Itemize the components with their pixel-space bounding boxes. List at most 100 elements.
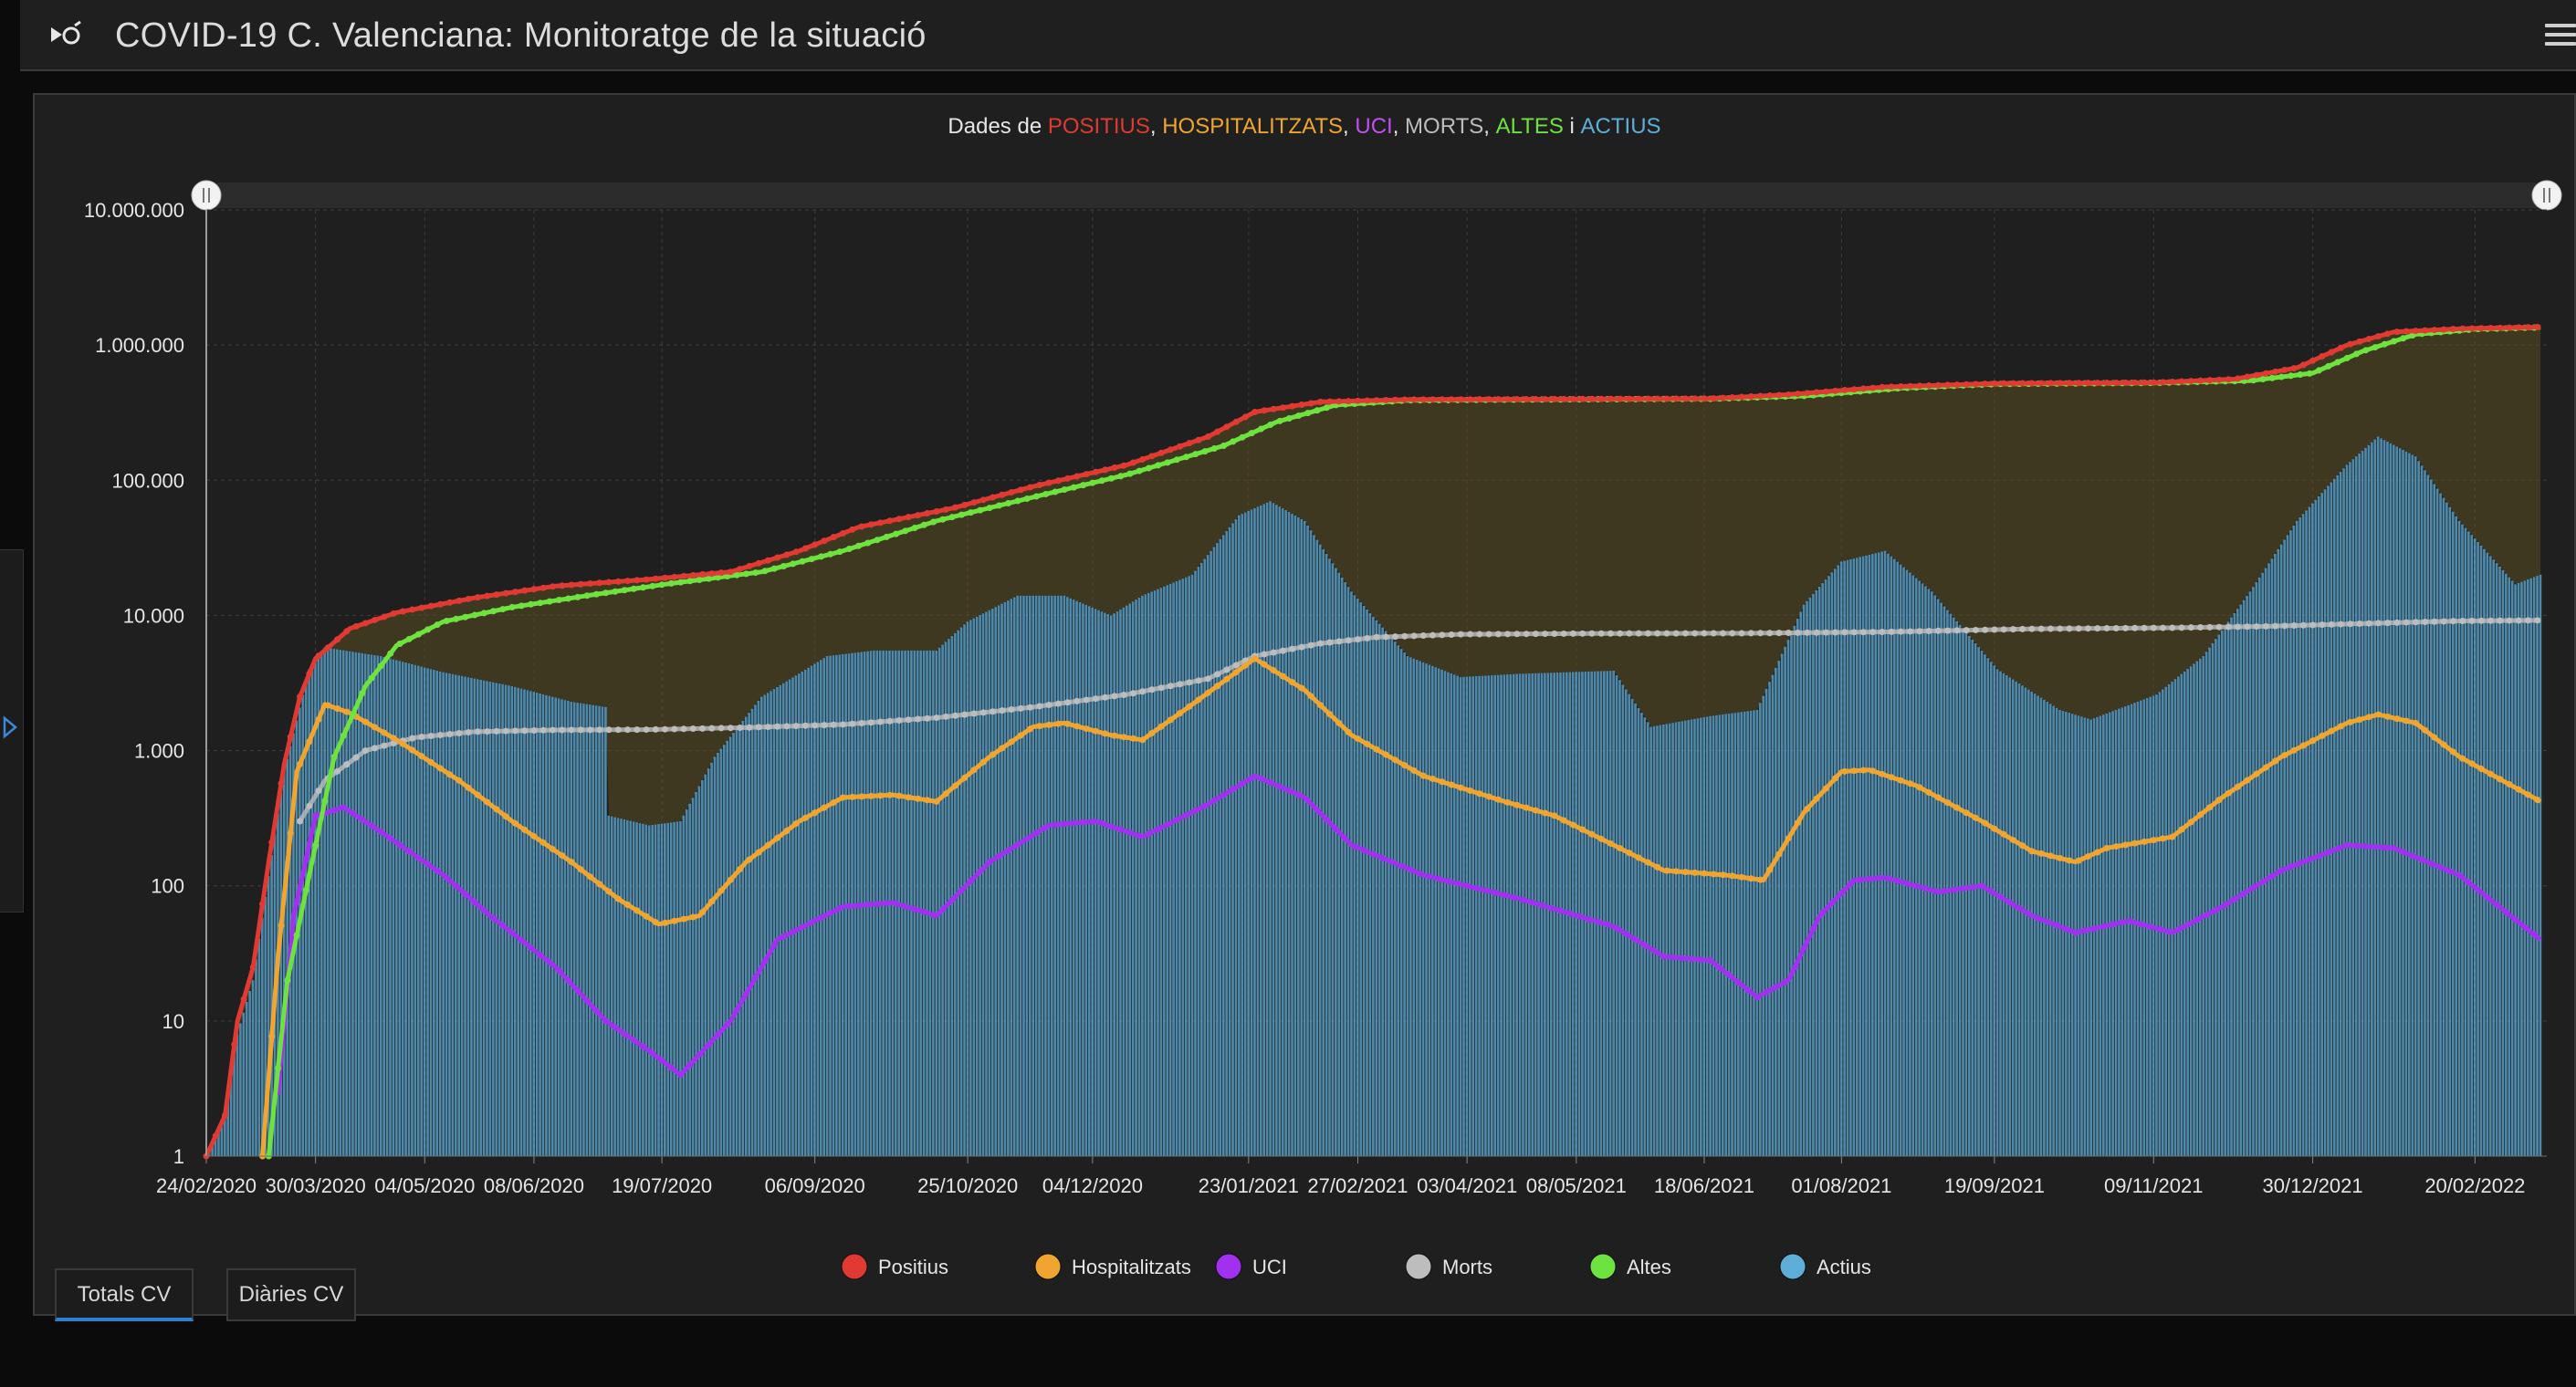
actius-bar <box>2342 468 2345 1156</box>
legend-item-uci[interactable]: UCI <box>1215 1253 1287 1280</box>
actius-bar <box>601 706 604 1156</box>
morts-point <box>1766 630 1774 637</box>
uci-point <box>1089 818 1096 825</box>
positius-point <box>1401 396 1408 403</box>
actius-bar <box>1231 523 1234 1156</box>
actius-bar <box>1634 703 1637 1156</box>
actius-bar <box>1368 612 1372 1156</box>
uci-point <box>2165 928 2173 935</box>
actius-bar <box>801 672 804 1156</box>
altes-point <box>1304 410 1312 417</box>
x-tick-label: 08/06/2020 <box>484 1174 584 1197</box>
uci-point <box>1107 823 1115 830</box>
actius-bar <box>2517 582 2520 1156</box>
uci-point <box>368 822 375 829</box>
morts-point <box>1850 629 1858 636</box>
actius-bar <box>567 701 570 1156</box>
hamburger-menu-icon[interactable] <box>2539 18 2576 55</box>
actius-bar <box>535 693 539 1156</box>
morts-point <box>1991 626 1998 633</box>
actius-bar <box>392 659 395 1156</box>
positius-point <box>1795 391 1802 398</box>
actius-bar <box>604 706 607 1156</box>
legend-item-actius[interactable]: Actius <box>1779 1253 1871 1280</box>
uci-point <box>1866 875 1873 882</box>
actius-bar <box>1225 531 1229 1156</box>
actius-bar <box>1228 527 1231 1156</box>
morts-point <box>671 725 678 733</box>
actius-bar <box>910 650 913 1156</box>
actius-bar <box>1540 673 1544 1156</box>
hospitalitzats-point <box>2459 755 2466 762</box>
legend-label: UCI <box>1252 1256 1287 1278</box>
x-tick-label: 30/12/2021 <box>2263 1174 2363 1197</box>
positius-point <box>2141 379 2148 386</box>
actius-bar <box>1727 714 1731 1156</box>
uci-point <box>1810 925 1817 933</box>
positius-point <box>2440 326 2447 333</box>
hospitalitzats-point <box>1832 775 1839 782</box>
morts-point <box>530 727 538 735</box>
actius-bar <box>1815 589 1818 1156</box>
hospitalitzats-point <box>1120 734 1127 741</box>
actius-bar <box>592 704 595 1156</box>
uci-point <box>2100 923 2108 930</box>
actius-bar <box>1097 610 1100 1156</box>
altes-point <box>1314 407 1321 414</box>
actius-bar <box>2030 691 2034 1156</box>
hospitalitzats-point <box>1326 711 1334 718</box>
hospitalitzats-point <box>390 735 397 742</box>
morts-point <box>652 725 659 733</box>
positius-point <box>1869 384 1877 391</box>
uci-point <box>2512 916 2519 923</box>
actius-bar <box>2167 683 2171 1156</box>
legend-item-altes[interactable]: Altes <box>1589 1253 1671 1280</box>
actius-bar <box>1887 553 1890 1156</box>
actius-bar <box>513 686 517 1156</box>
uci-point <box>2400 849 2407 856</box>
uci-point <box>948 896 956 903</box>
hospitalitzats-point <box>1766 866 1774 873</box>
uci-point <box>1782 978 1789 986</box>
legend-swatch <box>1589 1253 1617 1280</box>
tab-totals-cv[interactable]: Totals CV <box>55 1268 194 1321</box>
uci-point <box>1454 880 1461 887</box>
positius-point <box>1008 489 1015 496</box>
positius-point <box>465 595 472 602</box>
uci-point <box>2288 863 2295 871</box>
side-panel-toggle[interactable] <box>0 549 24 912</box>
uci-point <box>939 906 947 913</box>
legend-item-morts[interactable]: Morts <box>1405 1253 1492 1280</box>
morts-point <box>559 726 566 734</box>
actius-bar <box>1309 530 1313 1156</box>
legend-item-hospitalitzats[interactable]: Hospitalitzats <box>1034 1253 1191 1280</box>
uci-point <box>911 905 918 912</box>
actius-bar <box>1178 579 1181 1156</box>
hospitalitzats-point <box>568 859 575 866</box>
range-slider-track <box>206 182 2547 208</box>
positius-point <box>652 575 659 582</box>
legend-item-positius[interactable]: Positius <box>841 1253 948 1280</box>
morts-point <box>409 735 416 742</box>
range-slider-left-handle[interactable] <box>191 180 222 211</box>
actius-bar <box>1859 557 1862 1156</box>
uci-point <box>1538 902 1545 909</box>
actius-bar <box>488 682 492 1156</box>
uci-point <box>845 902 853 910</box>
actius-bar <box>2455 516 2457 1156</box>
morts-point <box>596 726 603 734</box>
actius-bar <box>1618 680 1621 1156</box>
actius-bar <box>2442 497 2445 1156</box>
actius-bar <box>1839 561 1843 1156</box>
uci-point <box>2175 926 2183 933</box>
hospitalitzats-point <box>2075 857 2082 864</box>
tab-diaries-cv[interactable]: Diàries CV <box>226 1268 356 1321</box>
actius-bar <box>1397 645 1400 1156</box>
range-slider-right-handle[interactable] <box>2531 180 2562 211</box>
hospitalitzats-point <box>559 852 566 860</box>
uci-point <box>1744 986 1752 994</box>
actius-bar <box>2392 444 2395 1156</box>
hospitalitzats-point <box>970 766 978 774</box>
morts-point <box>1485 631 1492 638</box>
actius-bar <box>529 691 532 1156</box>
